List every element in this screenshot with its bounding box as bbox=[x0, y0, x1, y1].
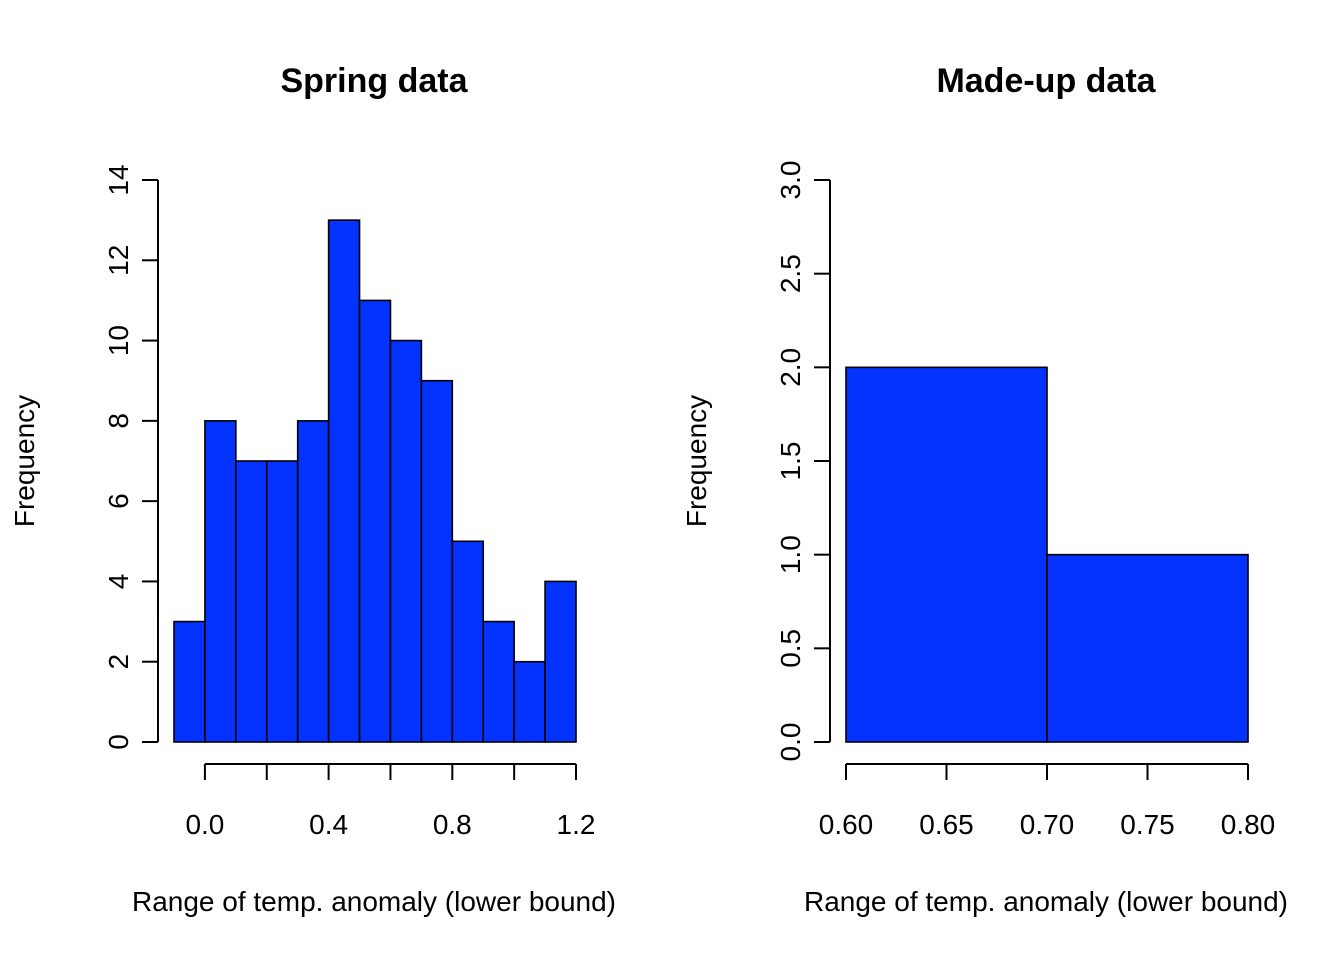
y-tick-label: 2 bbox=[103, 654, 134, 670]
y-tick-label: 6 bbox=[103, 493, 134, 509]
histogram-bar bbox=[265, 460, 299, 743]
y-axis-label: Frequency bbox=[681, 395, 712, 527]
x-tick-label: 0.60 bbox=[819, 809, 874, 840]
x-tick-label: 0.70 bbox=[1020, 809, 1075, 840]
chart-title: Made-up data bbox=[936, 62, 1156, 100]
y-tick-label: 0.5 bbox=[775, 629, 806, 668]
y-tick-label: 4 bbox=[103, 574, 134, 590]
x-tick-label: 0.8 bbox=[433, 809, 472, 840]
histogram-bar bbox=[389, 339, 423, 743]
histogram-bar bbox=[544, 580, 577, 743]
x-tick-label: 0.75 bbox=[1120, 809, 1175, 840]
y-tick-label: 8 bbox=[103, 413, 134, 429]
y-axis: 0.0 0.5 1.0 1.5 2.0 2.5 3.0 bbox=[775, 161, 831, 762]
x-tick-label: 0.65 bbox=[919, 809, 974, 840]
spring-histogram-panel: Spring data Range of temp. anomaly (lowe… bbox=[9, 62, 616, 917]
histogram-bar bbox=[1046, 553, 1249, 743]
y-axis-label: Frequency bbox=[9, 395, 40, 527]
x-tick-label: 0.0 bbox=[185, 809, 224, 840]
x-tick-label: 1.2 bbox=[557, 809, 596, 840]
y-tick-label: 1.5 bbox=[775, 442, 806, 481]
y-tick-label: 10 bbox=[103, 325, 134, 356]
y-tick-label: 12 bbox=[103, 245, 134, 276]
made-up-histogram-panel: Made-up data Range of temp. anomaly (low… bbox=[681, 62, 1288, 917]
x-axis-label: Range of temp. anomaly (lower bound) bbox=[804, 886, 1288, 917]
x-axis: 0.0 0.4 0.8 1.2 bbox=[185, 763, 596, 840]
y-tick-label: 2.0 bbox=[775, 348, 806, 387]
y-tick-label: 2.5 bbox=[775, 254, 806, 293]
histogram-bar bbox=[327, 219, 361, 743]
y-tick-label: 0 bbox=[103, 734, 134, 750]
bars bbox=[845, 366, 1249, 743]
histogram-bar bbox=[358, 299, 392, 743]
x-axis-label: Range of temp. anomaly (lower bound) bbox=[132, 886, 616, 917]
x-axis: 0.60 0.65 0.70 0.75 0.80 bbox=[819, 763, 1276, 840]
y-tick-label: 3.0 bbox=[775, 161, 806, 200]
histogram-bar bbox=[482, 620, 515, 743]
chart-title: Spring data bbox=[280, 62, 468, 100]
histogram-bar bbox=[420, 379, 454, 743]
histogram-bar bbox=[204, 420, 237, 743]
y-axis: 0 2 4 6 8 10 12 14 bbox=[103, 164, 159, 750]
histogram-bar bbox=[296, 420, 330, 743]
x-tick-label: 0.80 bbox=[1221, 809, 1276, 840]
y-tick-label: 1.0 bbox=[775, 535, 806, 574]
bars bbox=[173, 219, 577, 743]
histogram-bar bbox=[845, 366, 1048, 743]
histogram-bar bbox=[173, 620, 206, 743]
histogram-bar bbox=[451, 540, 485, 743]
histogram-bar bbox=[235, 460, 268, 743]
histogram-bar bbox=[513, 660, 546, 743]
y-tick-label: 0.0 bbox=[775, 723, 806, 762]
y-tick-label: 14 bbox=[103, 164, 134, 195]
x-tick-label: 0.4 bbox=[309, 809, 348, 840]
